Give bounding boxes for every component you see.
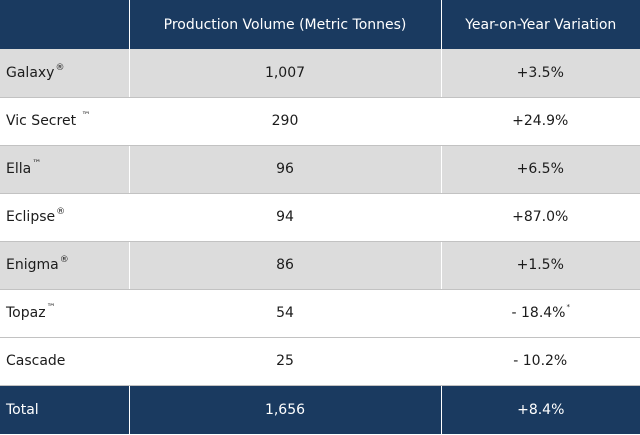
total-volume: 1,656 <box>128 385 441 434</box>
variety-name: Enigma <box>6 257 59 273</box>
table-row: Ella™ 96 +6.5% <box>0 145 640 194</box>
variation-value: - 10.2% <box>513 353 568 369</box>
variety-cell: Galaxy® <box>0 49 129 98</box>
variety-cell: Enigma® <box>0 241 129 290</box>
table-row: Galaxy® 1,007 +3.5% <box>0 49 640 98</box>
variation-value: +24.9% <box>512 113 569 129</box>
volume-cell: 86 <box>128 241 441 290</box>
variation-value: +87.0% <box>512 209 569 225</box>
table-row: Cascade 25 - 10.2% <box>0 337 640 386</box>
variety-cell: Vic Secret ™ <box>0 97 129 146</box>
table-row: Eclipse® 94 +87.0% <box>0 193 640 242</box>
header-row: Production Volume (Metric Tonnes) Year-o… <box>0 0 640 49</box>
trademark-mark: ™ <box>32 159 42 169</box>
volume-cell: 1,007 <box>128 49 441 98</box>
trademark-mark: ™ <box>81 111 91 121</box>
header-production-volume: Production Volume (Metric Tonnes) <box>128 0 441 49</box>
variety-name: Cascade <box>6 353 66 369</box>
table-row: Enigma® 86 +1.5% <box>0 241 640 290</box>
trademark-mark: ™ <box>46 303 56 313</box>
footnote-mark: * <box>566 303 570 311</box>
variation-value: +6.5% <box>516 161 564 177</box>
variation-cell: - 10.2% <box>440 337 640 386</box>
variety-cell: Eclipse® <box>0 193 129 242</box>
variation-cell: +87.0% <box>440 193 640 242</box>
volume-cell: 54 <box>128 289 441 338</box>
variety-name: Ella <box>6 161 32 177</box>
variety-name: Topaz <box>6 305 46 321</box>
variation-value: +3.5% <box>516 64 564 81</box>
variation-value: - 18.4% <box>511 305 566 321</box>
variety-name: Galaxy <box>6 64 55 81</box>
header-yoy-variation: Year-on-Year Variation <box>440 0 640 49</box>
variation-cell: +24.9% <box>440 97 640 146</box>
variety-cell: Topaz™ <box>0 289 129 338</box>
variation-cell: - 18.4%* <box>440 289 640 338</box>
total-variation: +8.4% <box>440 385 640 434</box>
variety-cell: Ella™ <box>0 145 129 194</box>
variation-cell: +3.5% <box>440 49 640 98</box>
total-label: Total <box>6 401 39 418</box>
trademark-mark: ® <box>59 255 69 265</box>
volume-cell: 25 <box>128 337 441 386</box>
variation-cell: +1.5% <box>440 241 640 290</box>
table-row: Vic Secret ™ 290 +24.9% <box>0 97 640 146</box>
trademark-mark: ® <box>55 62 65 73</box>
variety-name: Eclipse <box>6 209 56 225</box>
volume-cell: 290 <box>128 97 441 146</box>
variety-cell: Cascade <box>0 337 129 386</box>
table-row: Topaz™ 54 - 18.4%* <box>0 289 640 338</box>
header-variety <box>0 0 129 49</box>
trademark-mark: ® <box>56 207 66 217</box>
volume-cell: 94 <box>128 193 441 242</box>
variety-name: Vic Secret <box>6 113 81 129</box>
volume-cell: 96 <box>128 145 441 194</box>
variation-cell: +6.5% <box>440 145 640 194</box>
total-row: Total 1,656 +8.4% <box>0 385 640 434</box>
variation-value: +1.5% <box>516 257 564 273</box>
